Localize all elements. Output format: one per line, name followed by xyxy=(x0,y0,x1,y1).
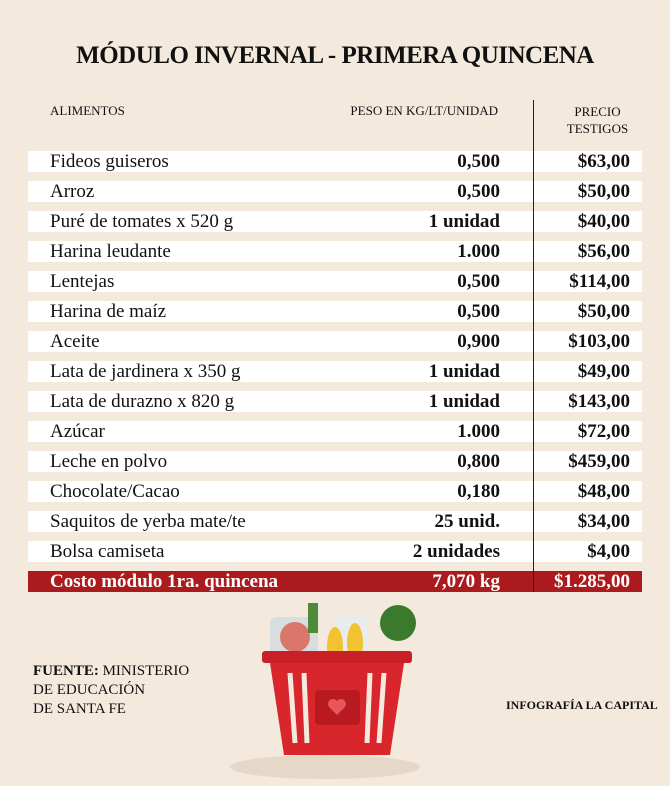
item-name: Lata de jardinera x 350 g xyxy=(50,361,241,382)
item-name: Harina leudante xyxy=(50,241,171,262)
item-weight: 1 unidad xyxy=(428,391,500,412)
food xyxy=(380,605,416,641)
item-name: Lata de durazno x 820 g xyxy=(50,391,235,412)
basket-illustration xyxy=(230,603,420,779)
item-price: $63,00 xyxy=(577,151,630,172)
item-weight: 7,070 kg xyxy=(432,571,500,592)
item-price: $1.285,00 xyxy=(554,571,630,592)
item-weight: 0,500 xyxy=(457,301,500,322)
table-row xyxy=(28,511,642,532)
item-weight: 2 unidades xyxy=(412,541,500,562)
item-name: Puré de tomates x 520 g xyxy=(50,211,234,232)
item-price: $4,00 xyxy=(587,541,630,562)
heart xyxy=(328,699,346,715)
item-price: $34,00 xyxy=(577,511,630,532)
food xyxy=(280,622,310,652)
shadow xyxy=(230,755,420,779)
column-header-line: TESTIGOS xyxy=(566,121,629,136)
column-divider xyxy=(533,100,534,592)
item-price: $114,00 xyxy=(569,271,630,292)
item-weight: 0,900 xyxy=(457,331,500,352)
item-name: Costo módulo 1ra. quincena xyxy=(50,571,279,592)
source: FUENTE: MINISTERIO DE EDUCACIÓN DE SANTA… xyxy=(33,662,189,719)
source-line: DE SANTA FE xyxy=(33,701,126,717)
food xyxy=(308,603,318,633)
item-price: $40,00 xyxy=(577,211,630,232)
source-label: FUENTE: xyxy=(33,663,99,679)
item-weight: 25 unid. xyxy=(434,511,500,532)
column-header: ALIMENTOS xyxy=(50,103,125,118)
table-row xyxy=(28,211,642,232)
item-weight: 0,800 xyxy=(457,451,500,472)
column-header: PESO EN KG/LT/UNIDAD xyxy=(350,103,498,118)
title: MÓDULO INVERNAL - PRIMERA QUINCENA xyxy=(76,42,594,69)
item-price: $56,00 xyxy=(577,241,630,262)
total-row xyxy=(28,571,642,592)
item-name: Fideos guiseros xyxy=(50,151,169,172)
table-row xyxy=(28,481,642,502)
item-price: $72,00 xyxy=(577,421,630,442)
column-header-line: PRECIO xyxy=(574,104,621,119)
item-name: Harina de maíz xyxy=(50,301,167,322)
item-weight: 1 unidad xyxy=(428,361,500,382)
item-name: Saquitos de yerba mate/te xyxy=(50,511,246,532)
table-row xyxy=(28,151,642,172)
item-name: Lentejas xyxy=(50,271,115,292)
table-row xyxy=(28,181,642,202)
item-weight: 0,500 xyxy=(457,271,500,292)
table-row xyxy=(28,241,642,262)
table-row xyxy=(28,361,642,382)
table-row xyxy=(28,271,642,292)
item-price: $49,00 xyxy=(577,361,630,382)
item-price: $143,00 xyxy=(568,391,630,412)
table-row xyxy=(28,541,642,562)
table-row xyxy=(28,421,642,442)
item-weight: 1.000 xyxy=(457,241,500,262)
item-name: Leche en polvo xyxy=(50,451,168,472)
item-name: Chocolate/Cacao xyxy=(50,481,180,502)
table-row xyxy=(28,331,642,352)
credit: INFOGRAFÍA LA CAPITAL xyxy=(506,698,658,712)
column-header: PRECIO TESTIGOS xyxy=(560,103,635,137)
item-name: Aceite xyxy=(50,331,100,352)
item-name: Bolsa camiseta xyxy=(50,541,165,562)
item-name: Azúcar xyxy=(50,421,105,442)
item-weight: 0,500 xyxy=(457,151,500,172)
item-price: $48,00 xyxy=(577,481,630,502)
source-line: DE EDUCACIÓN xyxy=(33,682,146,698)
item-weight: 0,180 xyxy=(457,481,500,502)
item-weight: 1 unidad xyxy=(428,211,500,232)
source-line: FUENTE: MINISTERIO xyxy=(33,662,189,681)
table-row xyxy=(28,391,642,412)
item-price: $103,00 xyxy=(568,331,630,352)
item-price: $50,00 xyxy=(577,181,630,202)
item-weight: 0,500 xyxy=(457,181,500,202)
basket-rim xyxy=(262,651,412,663)
item-price: $50,00 xyxy=(577,301,630,322)
item-name: Arroz xyxy=(50,181,95,202)
source-text: MINISTERIO xyxy=(102,663,190,679)
basket-slots xyxy=(287,672,387,744)
table-row xyxy=(28,451,642,472)
item-price: $459,00 xyxy=(568,451,630,472)
table-row xyxy=(28,301,642,322)
item-weight: 1.000 xyxy=(457,421,500,442)
